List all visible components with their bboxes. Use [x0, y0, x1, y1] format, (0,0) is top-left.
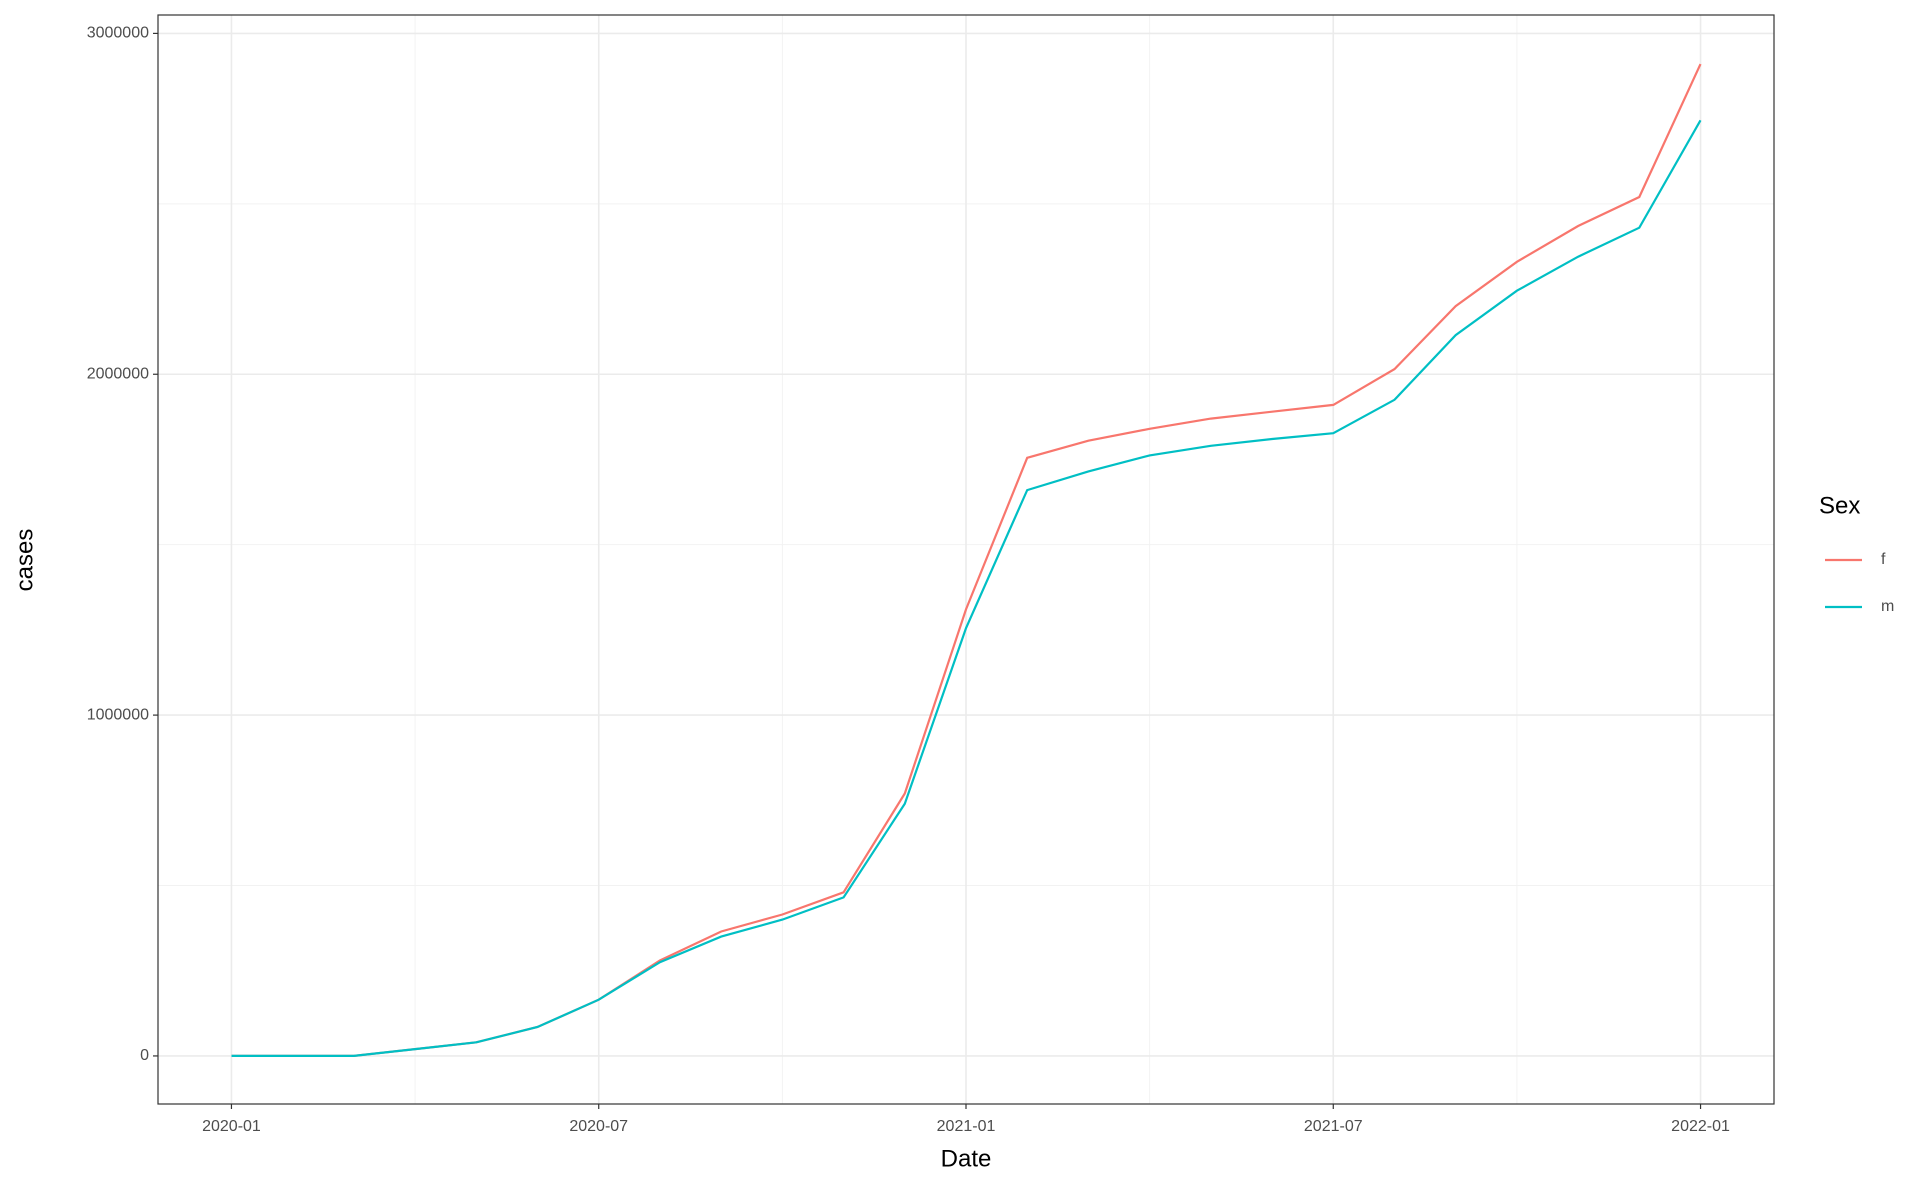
legend-label: m: [1881, 598, 1894, 615]
y-axis-title: cases: [11, 529, 38, 592]
legend-label: f: [1881, 551, 1886, 568]
legend-title: Sex: [1819, 492, 1860, 519]
line-series: [231, 119, 1702, 1057]
panel-border: [157, 14, 1775, 1105]
y-tick-label: 1000000: [87, 706, 149, 723]
x-tick-label: 2022-01: [1671, 1118, 1730, 1135]
x-axis-title: Date: [941, 1145, 992, 1172]
x-tick-label: 2020-07: [569, 1118, 628, 1135]
y-tick-label: 3000000: [87, 25, 149, 42]
y-tick-label: 0: [140, 1047, 149, 1064]
x-tick-label: 2020-01: [202, 1118, 261, 1135]
x-tick-label: 2021-01: [937, 1118, 996, 1135]
y-tick-label: 2000000: [87, 365, 149, 382]
x-tick-label: 2021-07: [1304, 1118, 1363, 1135]
